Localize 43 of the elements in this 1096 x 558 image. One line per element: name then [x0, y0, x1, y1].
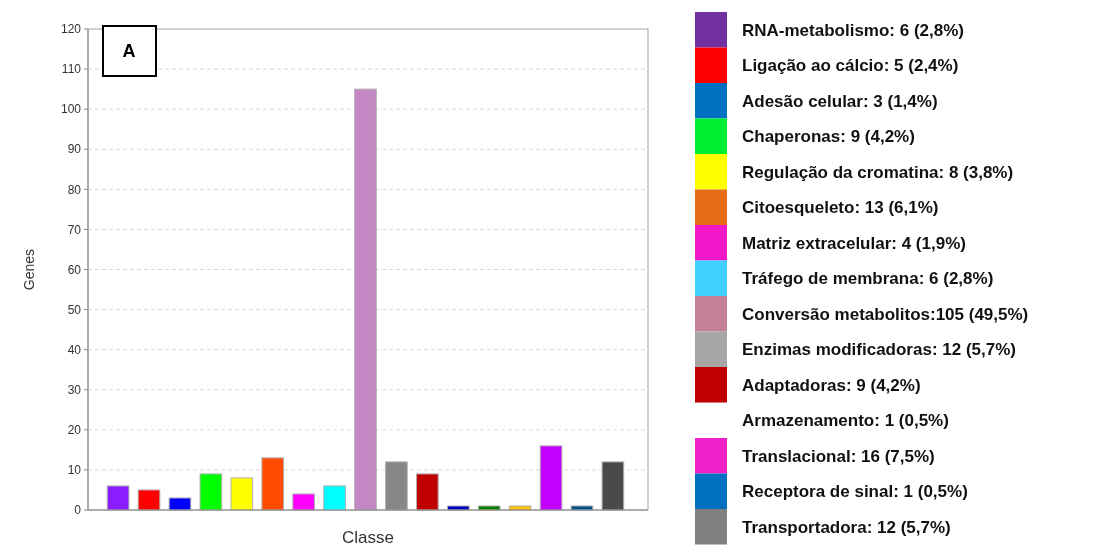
y-tick-label: 80 — [67, 182, 82, 197]
text: Adesão celular: 3 (1,4%) — [742, 91, 938, 111]
y-tick-label: 100 — [60, 102, 82, 117]
text: Chaperonas: 9 (4,2%) — [742, 127, 915, 147]
y-tick-label: 30 — [67, 382, 82, 397]
text: Translacional: 16 (7,5%) — [742, 446, 935, 466]
y-tick-label: 0 — [74, 503, 82, 518]
annotation: A — [122, 41, 136, 61]
text: RNA-metabolismo: 6 (2,8%) — [742, 20, 964, 40]
text: Transportadora: 12 (5,7%) — [742, 517, 951, 537]
bar — [137, 489, 161, 511]
text: Armazenamento: 1 (0,5%) — [742, 411, 949, 431]
text: Tráfego de membrana: 6 (2,8%) — [742, 269, 994, 289]
bar — [539, 445, 563, 511]
y-tick-label: 50 — [67, 302, 82, 317]
y-tick-label: 120 — [60, 22, 82, 37]
y-axis-title: Genes — [21, 248, 37, 291]
bar — [199, 473, 223, 511]
bar — [601, 461, 625, 511]
text: Enzimas modificadoras: 12 (5,7%) — [742, 340, 1016, 360]
text: Receptora de sinal: 1 (0,5%) — [742, 482, 968, 502]
y-tick-label: 70 — [67, 222, 82, 237]
bar — [261, 457, 285, 511]
bar — [323, 485, 346, 511]
bar — [230, 477, 254, 511]
text: Citoesqueleto: 13 (6,1%) — [742, 198, 939, 218]
text: Conversão metabolitos:105 (49,5%) — [742, 304, 1029, 324]
text: Regulação da cromatina: 8 (3,8%) — [742, 162, 1014, 182]
text: Adaptadoras: 9 (4,2%) — [742, 375, 921, 395]
bar — [292, 493, 315, 511]
bar — [354, 88, 377, 511]
y-tick-label: 90 — [67, 142, 82, 157]
y-tick-label: 20 — [67, 423, 82, 438]
text: Ligação ao cálcio: 5 (2,4%) — [742, 56, 959, 76]
y-tick-label: 40 — [67, 342, 82, 357]
x-axis-title: Classe — [342, 528, 394, 547]
bar — [168, 497, 192, 511]
bar — [106, 485, 130, 511]
y-tick-label: 10 — [67, 463, 82, 478]
y-tick-label: 110 — [61, 62, 82, 77]
text: Matriz extracelular: 4 (1,9%) — [742, 233, 966, 253]
y-tick-label: 60 — [67, 262, 82, 277]
bar — [416, 473, 439, 511]
